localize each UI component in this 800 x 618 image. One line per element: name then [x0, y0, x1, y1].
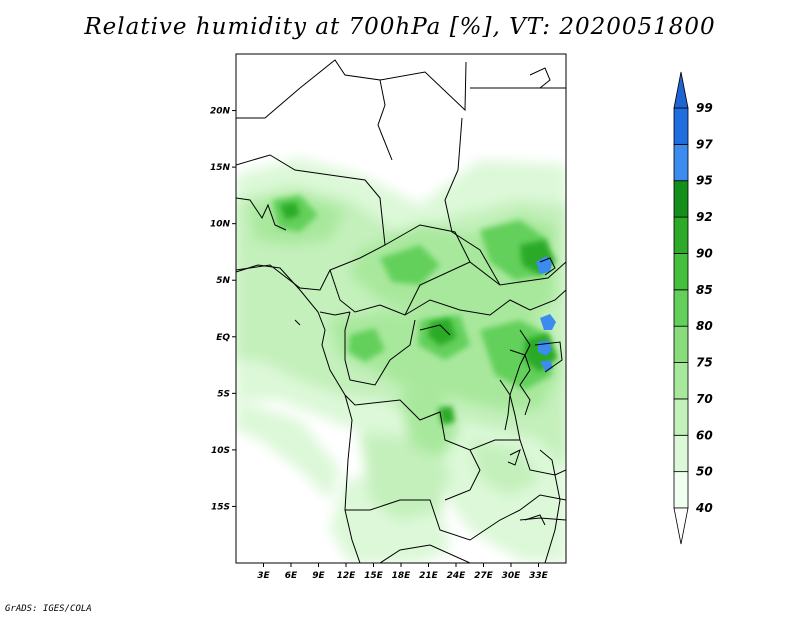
lat-tick-label: 20N — [210, 107, 231, 117]
lat-tick-label: 15N — [210, 163, 231, 173]
colorbar-label: 92 — [696, 210, 713, 224]
colorbar-label: 95 — [696, 174, 713, 188]
colorbar-band — [673, 434, 689, 473]
colorbar-band — [673, 107, 689, 145]
grads-credit: GrADS: IGES/COLA — [5, 604, 92, 614]
map-title: Relative humidity at 700hPa [%], VT: 202… — [84, 14, 716, 40]
colorbar-label: 70 — [696, 392, 713, 406]
colorbar-band — [673, 289, 689, 327]
lat-tick-label: 5N — [216, 276, 230, 286]
colorbar-band — [673, 180, 689, 218]
lon-tick-label: 33E — [529, 571, 549, 581]
colorbar-label: 85 — [696, 283, 713, 297]
longitude-ticks: 3E 6E 9E 12E 15E 18E 21E 24E 27E 30E 33E — [257, 563, 549, 581]
colorbar-label: 40 — [695, 501, 713, 515]
lon-tick-label: 30E — [502, 571, 522, 581]
colorbar-label: 90 — [696, 246, 713, 260]
lon-tick-label: 24E — [447, 571, 467, 581]
lat-tick-label: 10N — [210, 220, 231, 230]
colorbar-min-arrow — [673, 507, 689, 545]
colorbar-band — [673, 362, 689, 400]
colorbar-band — [673, 253, 689, 291]
colorbar-label: 75 — [696, 356, 713, 370]
colorbar-band — [673, 398, 689, 436]
lon-tick-label: 9E — [312, 571, 325, 581]
country-borders — [236, 59, 566, 563]
lon-tick-label: 12E — [337, 571, 357, 581]
lon-tick-label: 18E — [392, 571, 412, 581]
lon-tick-label: 3E — [257, 571, 270, 581]
humidity-field — [236, 54, 566, 563]
colorbar-max-arrow — [673, 71, 689, 109]
latitude-ticks: 20N 15N 10N 5N EQ 5S 10S 15S — [210, 107, 236, 512]
lon-tick-label: 6E — [285, 571, 298, 581]
colorbar-label: 50 — [696, 465, 713, 479]
colorbar: 40 50 60 70 75 80 85 90 92 95 97 99 — [673, 71, 713, 545]
colorbar-band — [673, 471, 689, 509]
colorbar-band — [673, 325, 689, 363]
colorbar-label: 60 — [696, 428, 713, 442]
colorbar-label: 99 — [696, 101, 713, 115]
lat-tick-label: 15S — [211, 502, 230, 512]
colorbar-label: 80 — [696, 319, 713, 333]
lon-tick-label: 27E — [474, 571, 494, 581]
colorbar-label: 97 — [696, 137, 713, 151]
lat-tick-label: 10S — [211, 446, 230, 456]
lon-tick-label: 21E — [419, 571, 439, 581]
lon-tick-label: 15E — [364, 571, 384, 581]
lat-tick-label: EQ — [216, 333, 230, 343]
humidity-95-plus-region — [536, 256, 556, 372]
colorbar-band — [673, 216, 689, 254]
lat-tick-label: 5S — [217, 389, 230, 399]
colorbar-band — [673, 143, 689, 182]
